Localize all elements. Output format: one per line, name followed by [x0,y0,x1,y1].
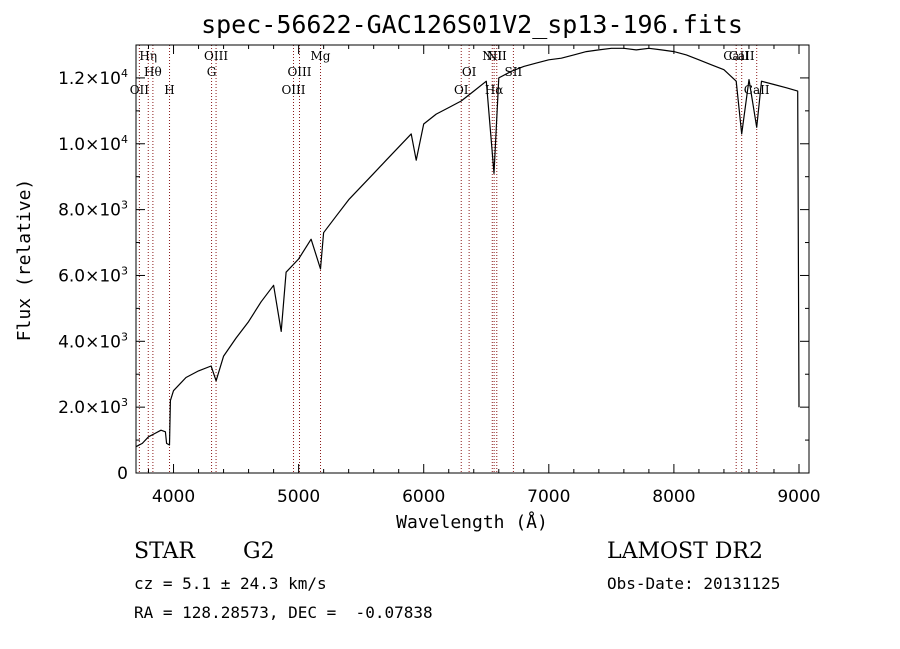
emission-line-markers: OIIHηHθHGOIIIOIIIOIIIMgOIOINIIHαNIISIICa… [130,45,770,473]
line-label-9: OI [454,83,469,97]
spectrum-line-0 [135,47,800,448]
spectrum-series [135,47,800,448]
x-axis-label: Wavelength (Å) [396,511,548,533]
axis-ticks: 4000 5000 6000 7000 8000 9000 0 2.0×103 4.0×103 6… [58,44,821,507]
x-tick-label-3: 7000 [527,487,570,507]
x-tick-label-2: 6000 [402,487,445,507]
obs-date-text: Obs-Date: 20131125 [607,574,781,593]
line-label-16: CaII [729,49,755,63]
line-label-14: SII [505,65,523,79]
line-label-5: OIII [204,49,228,63]
line-label-7: OIII [287,65,311,79]
x-tick-label-1: 5000 [277,487,320,507]
line-label-10: OI [462,65,477,79]
line-label-11: NII [482,49,502,63]
line-label-15: CaII [723,49,749,63]
y-tick-label-5: 1.0×104 [58,133,128,155]
line-label-8: Mg [311,49,331,63]
y-tick-label-4: 8.0×103 [58,199,128,221]
chart-title: spec-56622-GAC126S01V2_sp13-196.fits [201,10,743,39]
coordinates-text: RA = 128.28573, DEC = -0.07838 [134,603,433,622]
y-tick-label-6: 1.2×104 [58,67,128,89]
object-class: STAR [134,539,195,564]
line-label-6: OIII [281,83,305,97]
line-label-3: H [164,83,174,97]
y-tick-label-0: 0 [117,464,128,484]
y-axis-label: Flux (relative) [14,179,35,342]
line-label-1: Hη [139,49,157,63]
plot-frame [135,44,810,474]
object-subclass: G2 [243,539,275,564]
line-label-4: G [207,65,217,79]
redshift-text: cz = 5.1 ± 24.3 km/s [134,574,327,593]
y-tick-label-3: 6.0×103 [58,264,128,286]
x-tick-label-4: 8000 [652,487,695,507]
survey-label: LAMOST DR2 [607,539,763,564]
y-tick-label-2: 4.0×103 [58,330,128,352]
x-tick-label-0: 4000 [152,487,195,507]
line-label-0: OII [130,83,150,97]
y-tick-label-1: 2.0×103 [58,396,128,418]
line-label-2: Hθ [144,65,162,79]
line-label-13: NII [487,49,507,63]
x-tick-label-5: 9000 [777,487,820,507]
